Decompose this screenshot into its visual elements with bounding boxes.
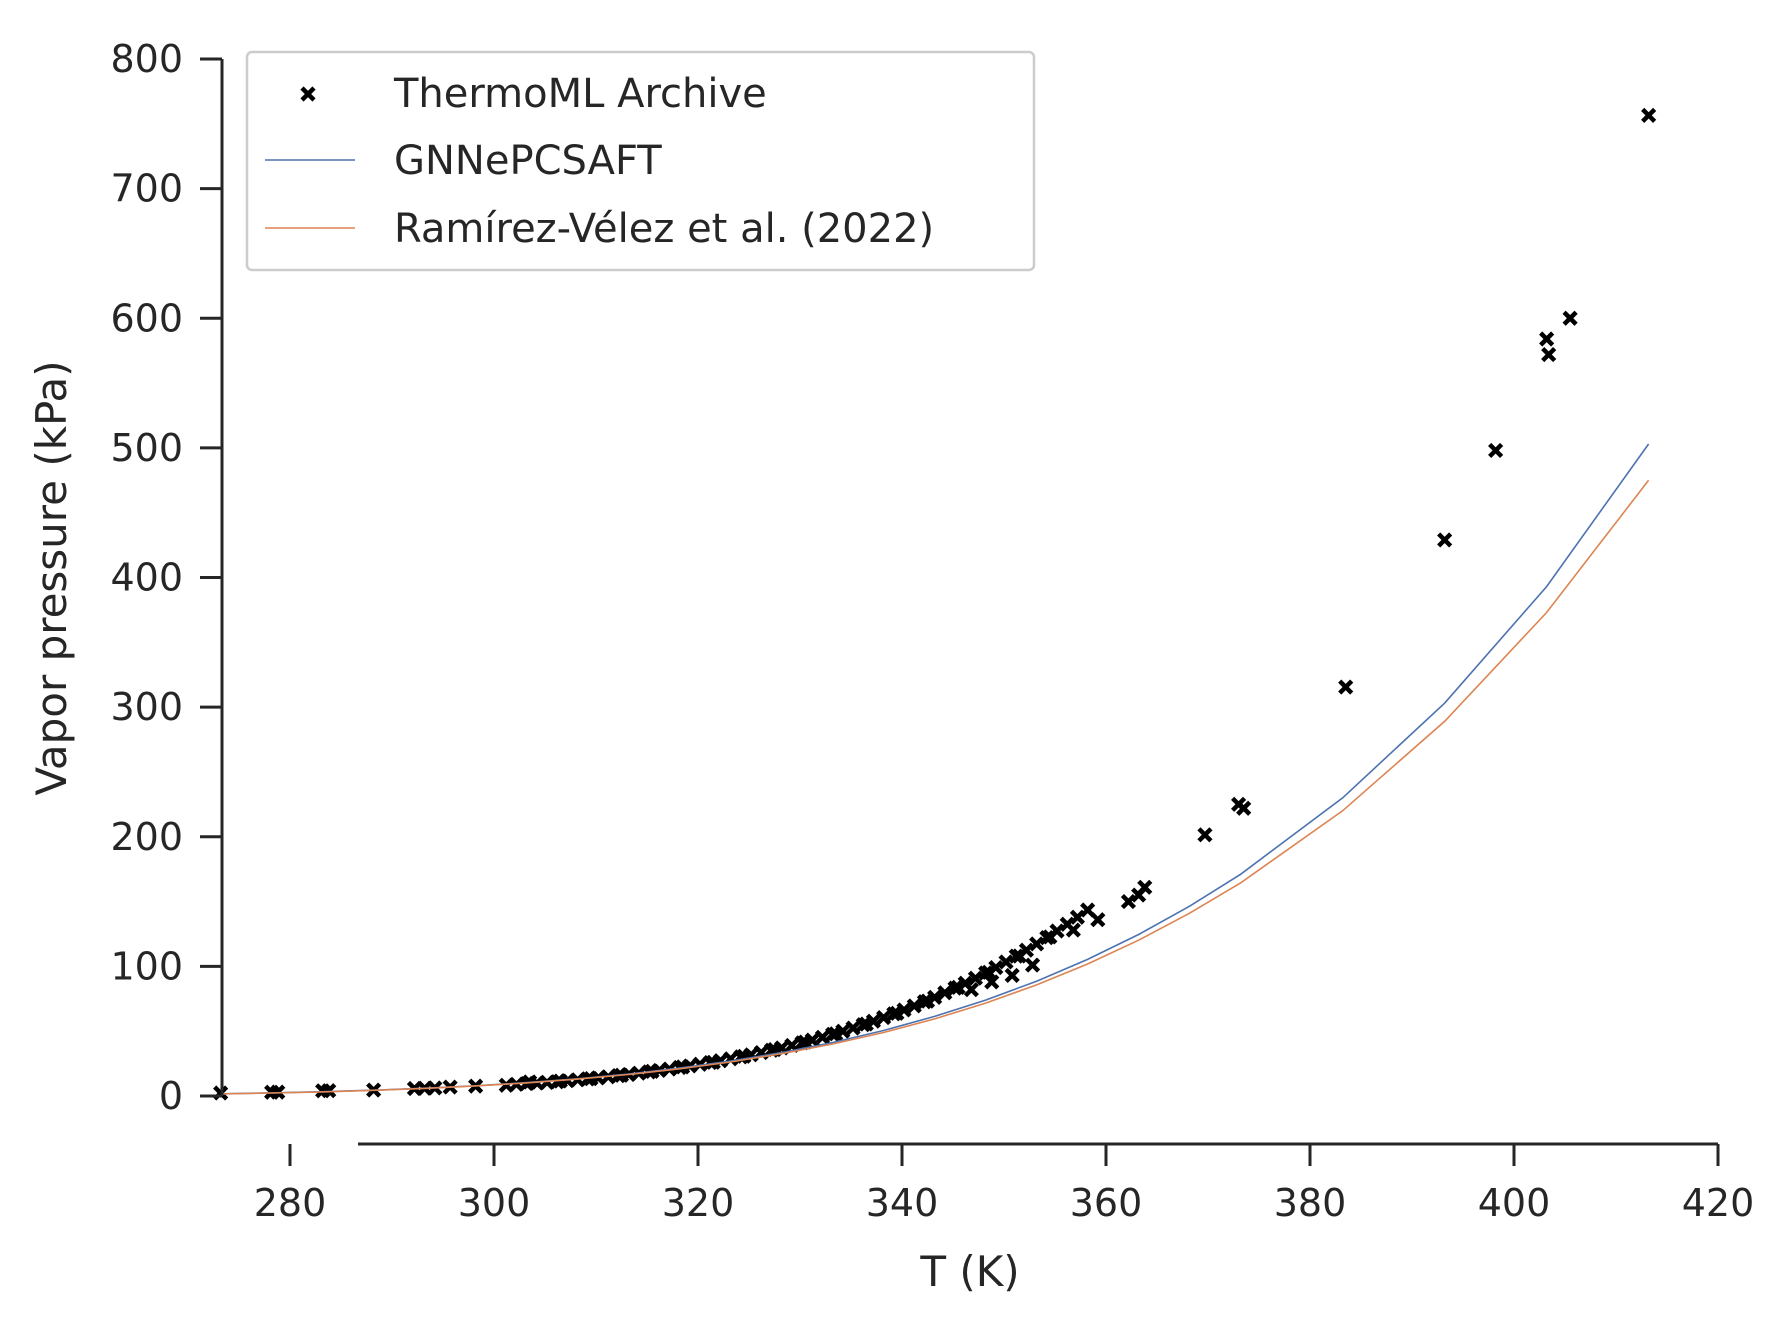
data-point [876, 1009, 892, 1026]
data-point [967, 970, 984, 986]
data-point [984, 974, 1000, 990]
y-tick-label: 800 [110, 37, 183, 81]
y-tick-label: 200 [110, 815, 183, 859]
data-point [937, 985, 953, 1001]
y-tick-label: 0 [159, 1074, 183, 1118]
data-point [1197, 827, 1213, 843]
legend-label-gnnepcsaft: GNNePCSAFT [394, 138, 662, 184]
data-point [828, 1026, 844, 1042]
data-point [1488, 442, 1504, 459]
x-tick-label: 380 [1274, 1181, 1347, 1225]
data-point [797, 1034, 813, 1050]
y-tick-label: 300 [110, 685, 183, 729]
data-point [1065, 922, 1081, 938]
data-point [1236, 800, 1252, 816]
data-point [998, 954, 1014, 970]
data-point [950, 979, 966, 995]
data-point [1338, 679, 1354, 695]
data-point [1024, 957, 1041, 973]
data-point [845, 1020, 861, 1036]
x-axis-ticks: 280 300 320 340 360 380 400 420 [254, 1144, 1755, 1225]
y-tick-label: 500 [110, 426, 183, 470]
series-layer [213, 107, 1657, 1101]
data-point [705, 1054, 721, 1070]
x-tick-label: 340 [866, 1181, 939, 1225]
data-point [1011, 948, 1027, 964]
data-point [1539, 331, 1555, 347]
x-tick-label: 280 [254, 1181, 327, 1225]
data-point [1641, 107, 1657, 123]
legend: ThermoML Archive GNNePCSAFT Ramírez-Véle… [245, 50, 1036, 272]
x-tick-label: 400 [1478, 1181, 1551, 1225]
y-tick-label: 400 [110, 556, 183, 600]
data-point [1562, 310, 1578, 326]
x-tick-label: 320 [662, 1181, 735, 1225]
legend-frame [245, 50, 1036, 272]
data-point [321, 1083, 337, 1099]
data-point [1090, 912, 1106, 928]
y-tick-label: 700 [110, 167, 183, 211]
data-point [963, 982, 979, 998]
legend-label-thermoml: ThermoML Archive [393, 71, 767, 117]
data-point [814, 1029, 831, 1045]
data-point [906, 998, 922, 1014]
legend-label-ramirez: Ramírez-Vélez et al. (2022) [394, 206, 934, 252]
data-point [1137, 879, 1153, 895]
data-point [1029, 936, 1045, 952]
x-tick-label: 420 [1682, 1181, 1755, 1225]
x-axis-label: T (K) [919, 1247, 1019, 1296]
y-axis-label: Vapor pressure (kPa) [27, 360, 76, 795]
y-axis-ticks: 0 100 200 300 400 500 600 700 800 [110, 37, 222, 1118]
y-tick-label: 600 [110, 296, 183, 340]
data-point [1004, 967, 1020, 984]
data-point [981, 964, 997, 980]
x-tick-label: 300 [458, 1181, 531, 1225]
series-line-ramirez [220, 479, 1650, 1095]
data-point [919, 993, 936, 1009]
data-point [1541, 346, 1557, 363]
y-tick-label: 100 [110, 944, 183, 988]
legend-marker-thermoml [300, 86, 316, 102]
x-tick-label: 360 [1070, 1181, 1143, 1225]
data-point [1437, 532, 1453, 548]
data-point [889, 1005, 905, 1021]
data-point [1120, 893, 1137, 910]
data-point [858, 1016, 874, 1032]
data-point [1042, 929, 1058, 945]
